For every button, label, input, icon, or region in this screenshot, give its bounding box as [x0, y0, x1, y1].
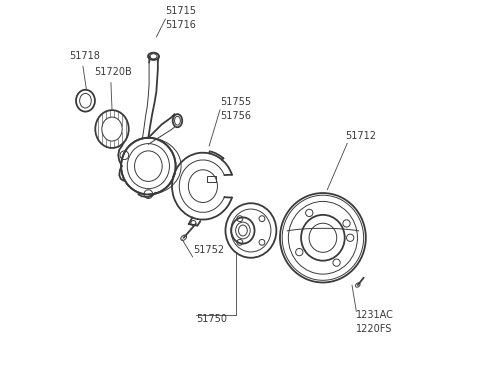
- Text: 51756: 51756: [220, 111, 251, 121]
- Text: 51716: 51716: [166, 20, 196, 30]
- Text: 51750: 51750: [196, 314, 228, 324]
- Text: 51712: 51712: [346, 131, 376, 141]
- Bar: [207, 176, 216, 182]
- Text: 51715: 51715: [166, 6, 196, 16]
- Text: 1220FS: 1220FS: [356, 324, 393, 334]
- Text: 51755: 51755: [220, 97, 251, 107]
- Text: 1231AC: 1231AC: [356, 310, 394, 320]
- Text: 51718: 51718: [69, 51, 100, 61]
- Text: 51720B: 51720B: [95, 67, 132, 77]
- Text: 51752: 51752: [193, 245, 224, 255]
